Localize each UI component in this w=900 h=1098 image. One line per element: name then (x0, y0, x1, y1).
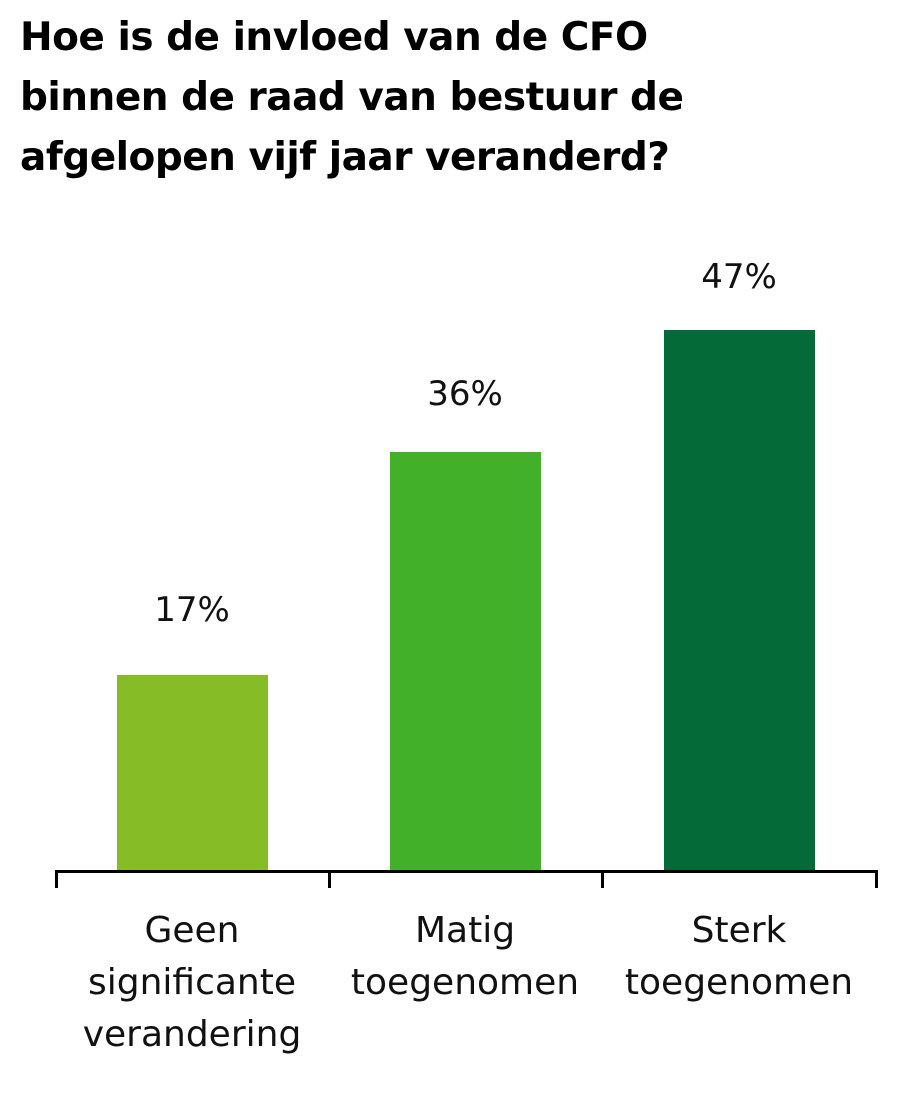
bar-matig-toegenomen (390, 452, 541, 871)
category-label-geen: Geen significante verandering (82, 910, 302, 1055)
x-axis-tick (55, 870, 58, 888)
value-label-matig: 36% (427, 374, 503, 414)
category-label-matig: Matig toegenomen (350, 910, 580, 1003)
chart-title: Hoe is de invloed van de CFO binnen de r… (20, 8, 880, 188)
x-axis-tick (601, 870, 604, 888)
category-label-sterk: Sterk toegenomen (624, 910, 854, 1003)
x-axis-tick (328, 870, 331, 888)
value-label-sterk: 47% (701, 257, 777, 297)
bar-sterk-toegenomen (664, 330, 815, 871)
bar-geen-significante-verandering (117, 675, 268, 871)
x-axis-line (55, 870, 878, 873)
chart-title-line-2: binnen de raad van bestuur de (20, 75, 684, 120)
chart-title-line-1: Hoe is de invloed van de CFO (20, 15, 648, 60)
x-axis-tick (875, 870, 878, 888)
value-label-geen: 17% (154, 590, 230, 630)
chart-title-line-3: afgelopen vijf jaar veranderd? (20, 135, 670, 180)
